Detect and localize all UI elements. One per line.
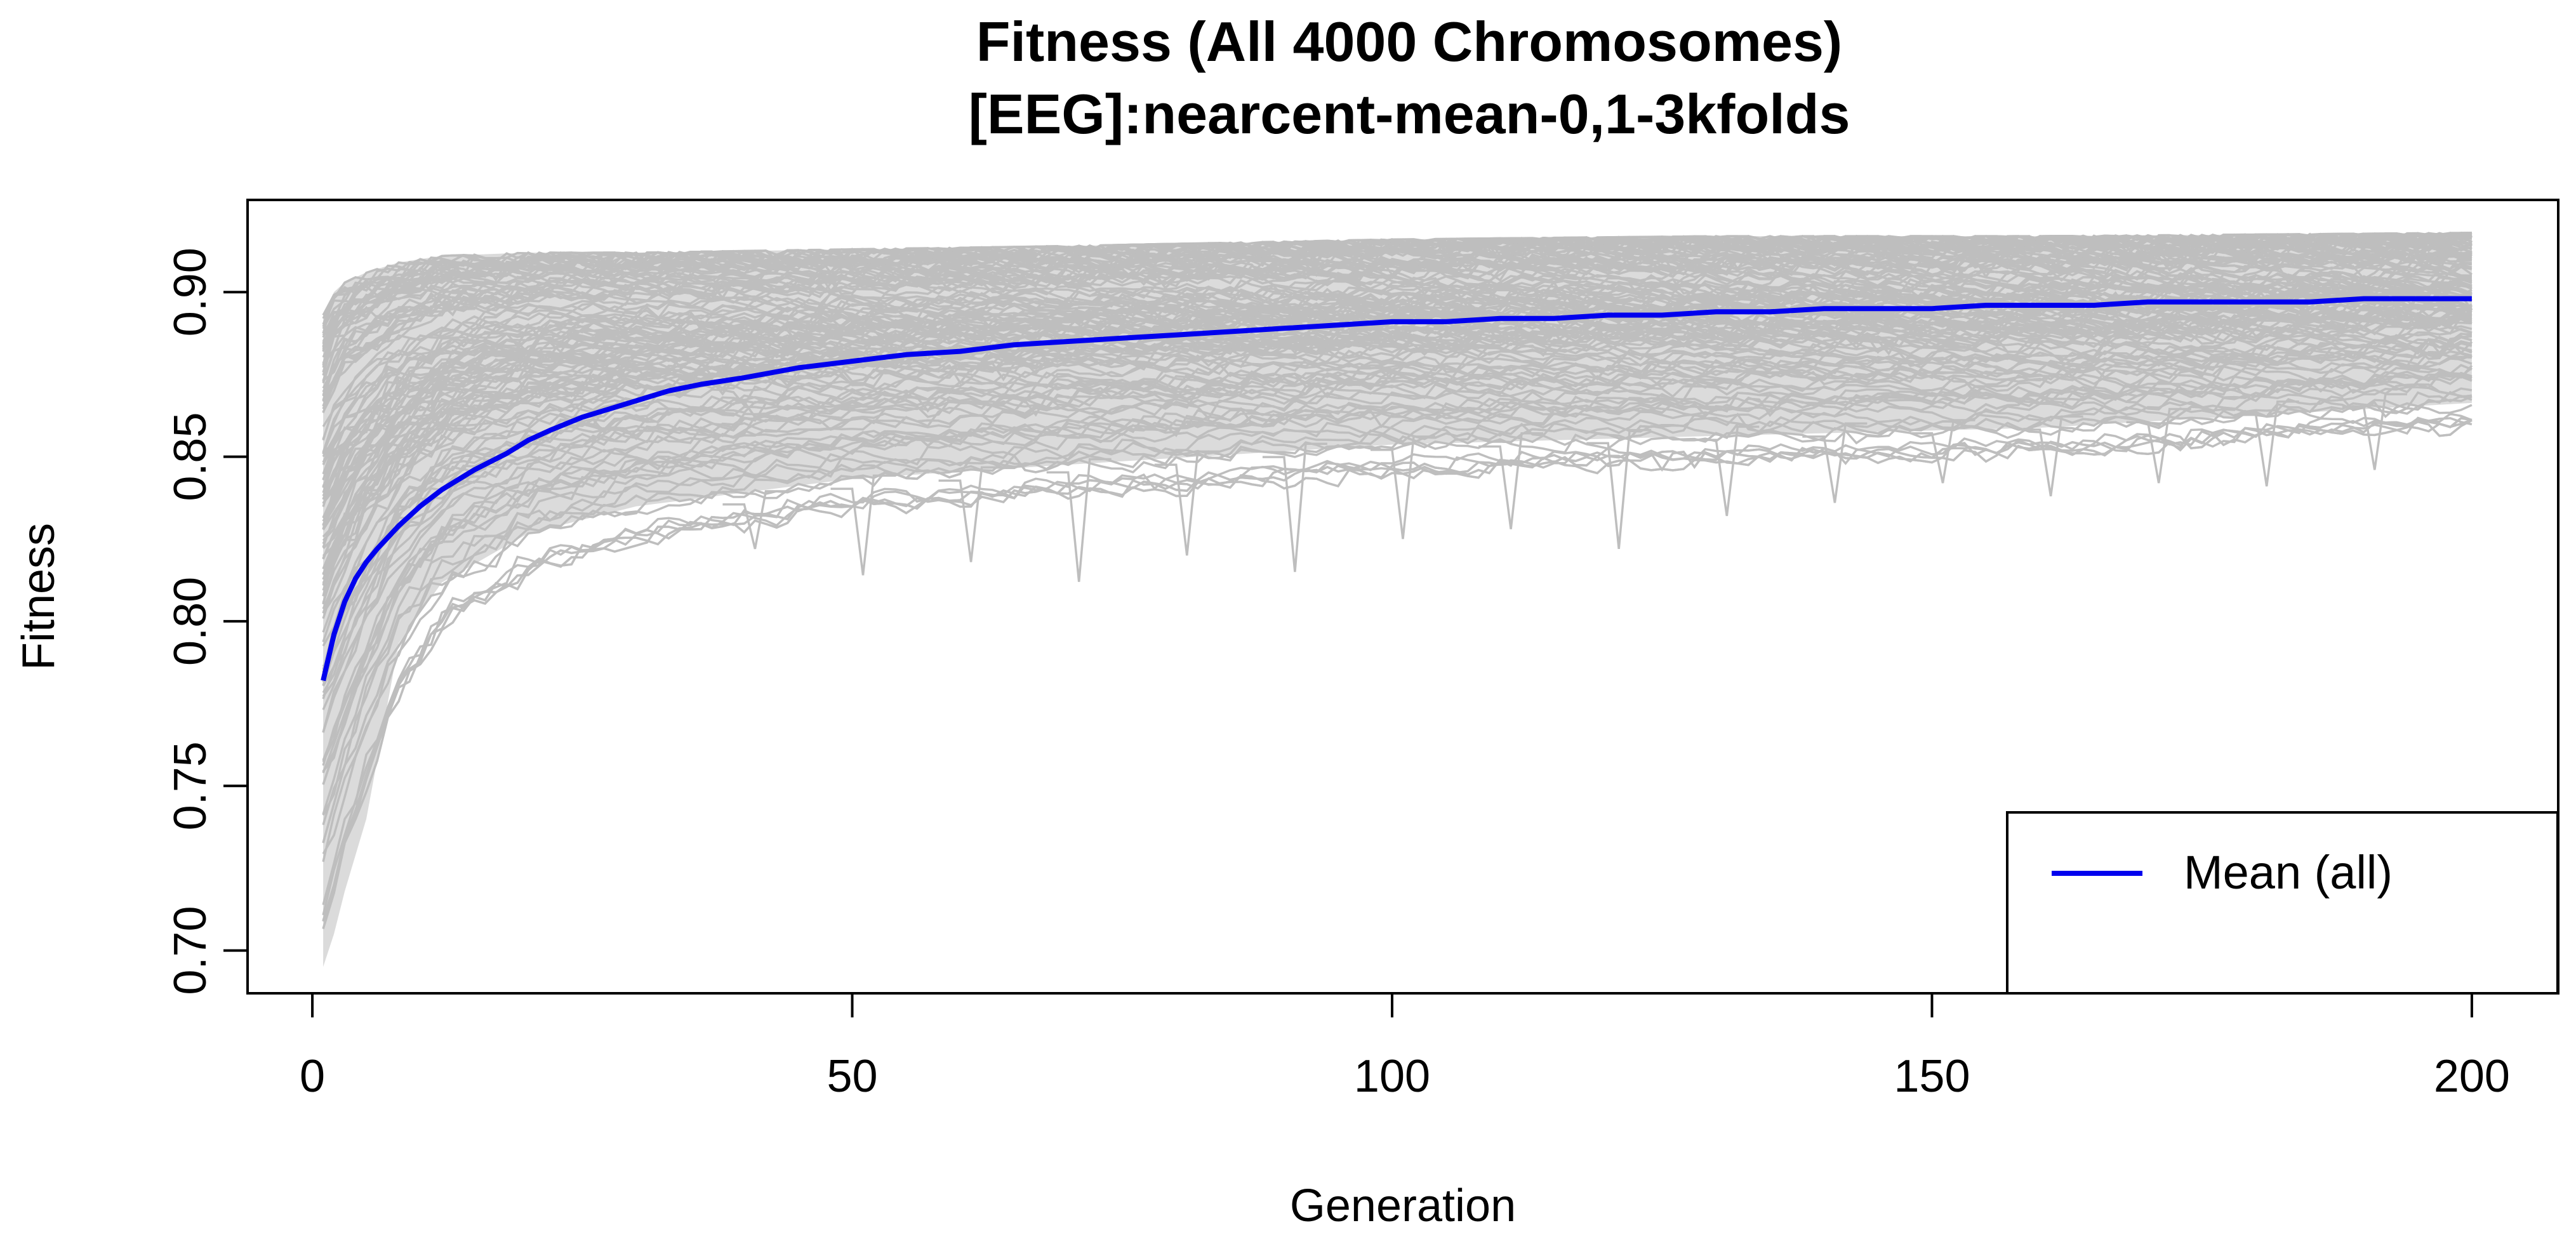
legend-box: [2006, 811, 2559, 995]
y-tick-label: 0.85: [165, 412, 216, 501]
chromosome-dip: [1910, 419, 1975, 484]
chromosome-dip: [2234, 400, 2299, 487]
x-tick-label: 200: [2434, 1051, 2510, 1102]
chromosome-dip: [830, 474, 896, 576]
mean-layer: [321, 296, 2472, 682]
chromosome-dip: [2126, 407, 2191, 484]
chromosome-dip: [1478, 432, 1544, 529]
legend-label-mean: Mean (all): [2184, 846, 2393, 899]
mean-line: [321, 296, 2472, 682]
chromosome-trace: [322, 416, 2473, 906]
chromosome-dip: [1371, 435, 1435, 539]
y-tick-label: 0.70: [165, 906, 216, 995]
chromosome-dip: [1694, 425, 1760, 517]
y-tick-label: 0.90: [165, 248, 216, 336]
y-axis-label: Fitness: [13, 523, 64, 670]
x-tick-label: 50: [827, 1051, 877, 1102]
y-tick-label: 0.75: [165, 741, 216, 830]
chromosome-envelope: [323, 232, 2472, 967]
chromosome-dip: [1802, 422, 1868, 503]
chromosome-dip: [1586, 428, 1652, 549]
chromosome-trace: [322, 417, 2473, 922]
chromosome-dip: [1154, 450, 1219, 556]
x-axis-label: Generation: [1290, 1181, 1516, 1231]
x-axis: 0 50 100 150 200: [300, 992, 2510, 1102]
chromosome-dip: [2342, 393, 2407, 470]
x-tick-label: 100: [1354, 1051, 1430, 1102]
chromosome-dip: [1262, 442, 1327, 572]
chart-subtitle: [EEG]:nearcent-mean-0,1-3kfolds: [969, 83, 1850, 145]
chromosome-dip: [938, 466, 1004, 562]
legend: Mean (all): [2006, 811, 2559, 995]
chromosome-dip: [2018, 415, 2083, 497]
chart-title: Fitness (All 4000 Chromosomes): [976, 10, 1842, 73]
chromosome-dip: [1046, 458, 1112, 582]
x-tick-label: 150: [1894, 1051, 1970, 1102]
y-tick-label: 0.80: [165, 577, 216, 666]
x-tick-label: 0: [300, 1051, 325, 1102]
chromosome-dip: [722, 490, 788, 550]
y-axis: 0.70 0.75 0.80 0.85 0.90: [165, 248, 249, 995]
